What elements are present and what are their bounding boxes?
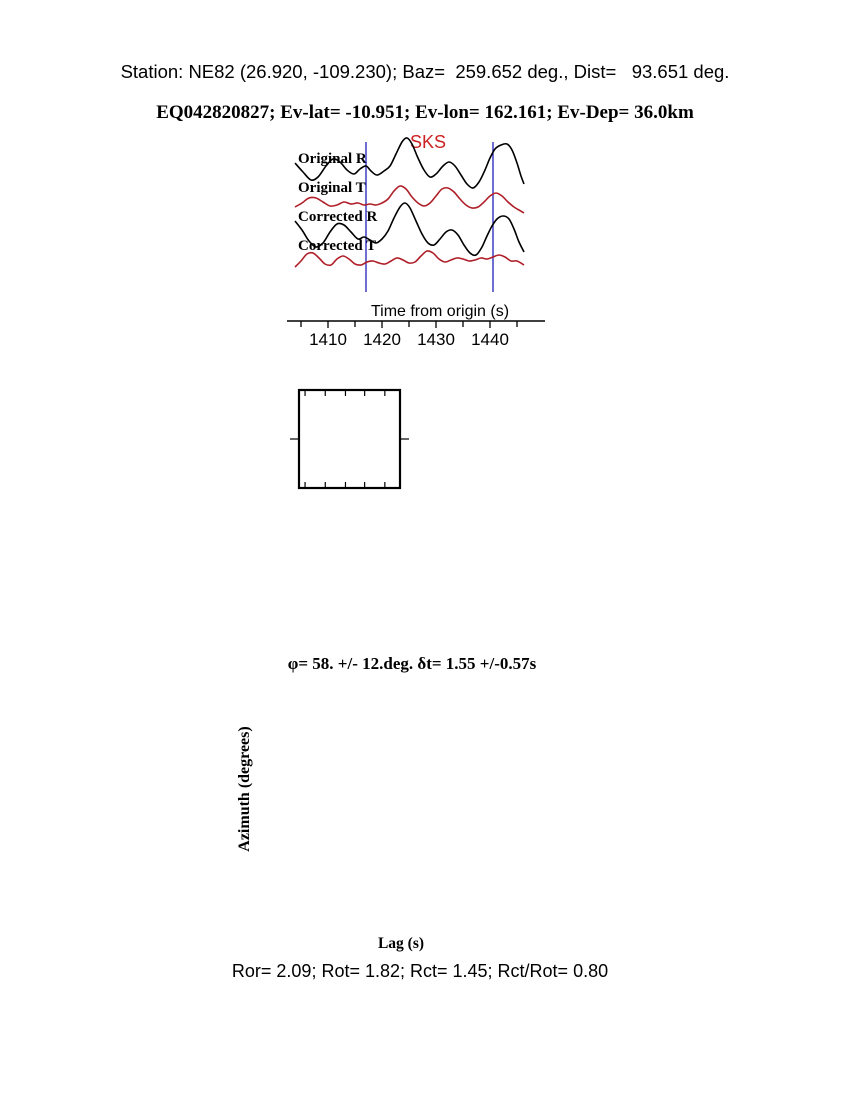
time-axis-label: Time from origin (s): [371, 303, 509, 320]
trace-label-corrected-t: Corrected T: [298, 238, 376, 254]
waveform-comparison-panels: [290, 388, 409, 490]
time-tick-label: 1440: [471, 330, 509, 349]
trace-original-r: [294, 137, 525, 189]
time-tick-label: 1410: [309, 330, 347, 349]
seismogram-plot: SKS Original R Original T Corrected R Co…: [287, 132, 545, 349]
azimuth-axis-label: Azimuth (degrees): [236, 726, 253, 851]
error-surface-plot: φ= 58. +/- 12.deg. δt= 1.55 +/-0.57s Azi…: [236, 654, 537, 952]
seismogram-traces: 1410 1420 1430 1440: [287, 137, 545, 349]
time-tick-label: 1430: [417, 330, 455, 349]
trace-original-t: [294, 185, 525, 214]
trace-corrected-t: [294, 250, 525, 268]
event-title: EQ042820827; Ev-lat= -10.951; Ev-lon= 16…: [156, 102, 694, 123]
results-summary: Ror= 2.09; Rot= 1.82; Rct= 1.45; Rct/Rot…: [232, 961, 608, 981]
station-title: Station: NE82 (26.920, -109.230); Baz= 2…: [121, 61, 730, 82]
trace-corrected-r: [294, 202, 525, 257]
comparison-box-uncorrected: [297, 388, 402, 490]
trace-label-corrected-r: Corrected R: [298, 209, 377, 225]
lag-axis-label: Lag (s): [378, 935, 424, 952]
trace-label-original-t: Original T: [298, 180, 366, 196]
phase-label-sks: SKS: [410, 132, 446, 152]
time-tick-label: 1420: [363, 330, 401, 349]
splitting-result-annotation: φ= 58. +/- 12.deg. δt= 1.55 +/-0.57s: [288, 654, 537, 673]
